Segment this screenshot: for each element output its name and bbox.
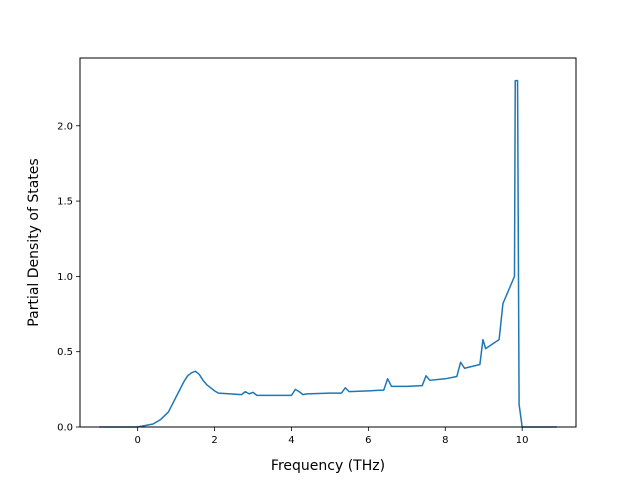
y-tick-label: 0.0 bbox=[57, 423, 73, 434]
y-tick-label: 1.5 bbox=[57, 197, 73, 208]
y-axis-ticks: 0.0 0.5 1.0 1.5 2.0 bbox=[57, 121, 80, 434]
plot-area bbox=[99, 79, 557, 428]
y-axis-label: Partial Density of States bbox=[26, 158, 42, 326]
y-tick-label: 2.0 bbox=[57, 121, 73, 132]
x-tick-label: 6 bbox=[365, 435, 371, 446]
x-tick-label: 0 bbox=[134, 435, 140, 446]
x-axis-ticks: 0 2 4 6 8 10 bbox=[134, 427, 529, 446]
axes-frame bbox=[79, 57, 577, 428]
x-tick-label: 10 bbox=[516, 435, 529, 446]
x-tick-label: 8 bbox=[442, 435, 448, 446]
x-axis-label: Frequency (THz) bbox=[271, 458, 385, 474]
y-tick-label: 1.0 bbox=[57, 272, 73, 283]
y-tick-label: 0.5 bbox=[57, 347, 73, 358]
x-tick-label: 2 bbox=[211, 435, 217, 446]
pdos-series-line bbox=[99, 79, 557, 428]
x-tick-label: 4 bbox=[288, 435, 294, 446]
